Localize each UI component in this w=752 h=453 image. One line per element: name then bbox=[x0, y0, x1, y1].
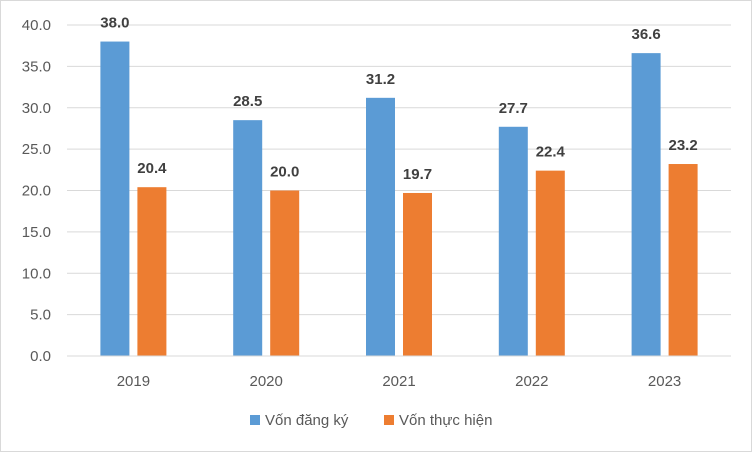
legend-swatch-von-dang-ky bbox=[250, 415, 260, 425]
data-label: 23.2 bbox=[668, 137, 697, 154]
legend-label: Vốn thực hiện bbox=[399, 412, 492, 429]
bar-von-dang-ky-2021 bbox=[366, 97, 395, 356]
y-tick-label: 35.0 bbox=[22, 58, 51, 75]
bar-von-thuc-hien-2023 bbox=[668, 164, 698, 356]
data-label: 28.5 bbox=[233, 93, 262, 110]
data-label: 38.0 bbox=[100, 15, 129, 32]
y-tick-label: 40.0 bbox=[22, 17, 51, 34]
y-tick-label: 30.0 bbox=[22, 100, 51, 117]
bar-von-thuc-hien-2021 bbox=[403, 192, 432, 356]
x-tick-label: 2019 bbox=[117, 373, 150, 390]
data-label: 22.4 bbox=[536, 144, 566, 161]
bar-von-dang-ky-2022 bbox=[498, 126, 528, 356]
bar-von-thuc-hien-2019 bbox=[137, 187, 167, 356]
data-label: 19.7 bbox=[403, 166, 432, 183]
legend-label: Vốn đăng ký bbox=[265, 412, 349, 429]
bar-von-thuc-hien-2022 bbox=[535, 170, 565, 356]
x-tick-label: 2021 bbox=[382, 373, 415, 390]
y-tick-label: 20.0 bbox=[22, 183, 51, 200]
x-tick-label: 2020 bbox=[250, 373, 283, 390]
y-tick-label: 0.0 bbox=[30, 348, 51, 365]
bar-von-thuc-hien-2020 bbox=[270, 190, 300, 356]
y-tick-label: 25.0 bbox=[22, 141, 51, 158]
bar-von-dang-ky-2019 bbox=[100, 41, 130, 357]
data-label: 31.2 bbox=[366, 71, 395, 88]
legend-swatch-von-thuc-hien bbox=[384, 415, 394, 425]
y-tick-label: 10.0 bbox=[22, 265, 51, 282]
data-label: 20.0 bbox=[270, 164, 299, 181]
y-tick-label: 15.0 bbox=[22, 224, 51, 241]
data-label: 36.6 bbox=[631, 26, 660, 43]
data-label: 20.4 bbox=[137, 160, 167, 177]
x-tick-label: 2023 bbox=[648, 373, 681, 390]
bar-von-dang-ky-2020 bbox=[233, 120, 263, 356]
x-tick-label: 2022 bbox=[515, 373, 548, 390]
bar-von-dang-ky-2023 bbox=[631, 53, 661, 356]
data-label: 27.7 bbox=[499, 100, 528, 117]
y-tick-label: 5.0 bbox=[30, 307, 51, 324]
